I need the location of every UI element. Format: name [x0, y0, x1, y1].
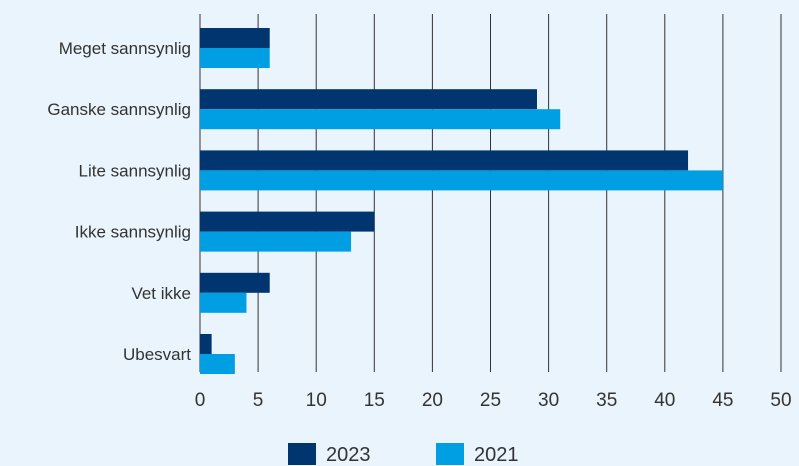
legend: 2023 2021 [288, 443, 519, 466]
category-label: Ganske sannsynlig [47, 100, 191, 119]
bar-2023 [200, 334, 212, 354]
bar-2023 [200, 211, 375, 232]
legend-label-2021: 2021 [474, 444, 519, 466]
x-tick-label: 10 [306, 390, 327, 411]
x-tick-label: 45 [712, 390, 733, 411]
bar-2023 [200, 28, 270, 48]
bar-2021 [200, 109, 561, 130]
x-tick-label: 25 [480, 390, 501, 411]
bar-2023 [200, 150, 689, 171]
category-labels: Meget sannsynlig Ganske sannsynlig Lite sa… [47, 39, 191, 364]
bars [200, 28, 723, 374]
bar-2021 [200, 354, 235, 374]
x-tick-label: 50 [770, 390, 791, 411]
category-label: Meget sannsynlig [59, 39, 191, 58]
category-label: Lite sannsynlig [79, 161, 191, 180]
legend-swatch-2021 [436, 443, 464, 465]
bar-2021 [200, 292, 247, 313]
category-label: Ikke sannsynlig [75, 223, 191, 242]
bar-2023 [200, 89, 537, 110]
legend-swatch-2023 [288, 443, 316, 465]
x-tick-label: 15 [364, 390, 385, 411]
legend-label-2023: 2023 [326, 444, 371, 466]
category-label: Ubesvart [123, 345, 191, 364]
x-tick-labels: 0 5 10 15 20 25 30 35 40 45 50 [195, 390, 792, 411]
x-tick-label: 20 [422, 390, 443, 411]
category-label: Vet ikke [131, 284, 191, 303]
bar-2021 [200, 48, 270, 68]
x-tick-label: 0 [195, 390, 206, 411]
x-tick-label: 40 [654, 390, 675, 411]
bar-2021 [200, 231, 352, 252]
x-tick-label: 30 [538, 390, 559, 411]
x-tick-label: 35 [596, 390, 617, 411]
x-tick-label: 5 [253, 390, 264, 411]
bar-2023 [200, 272, 270, 293]
bar-2021 [200, 170, 723, 191]
gridlines [199, 14, 782, 372]
